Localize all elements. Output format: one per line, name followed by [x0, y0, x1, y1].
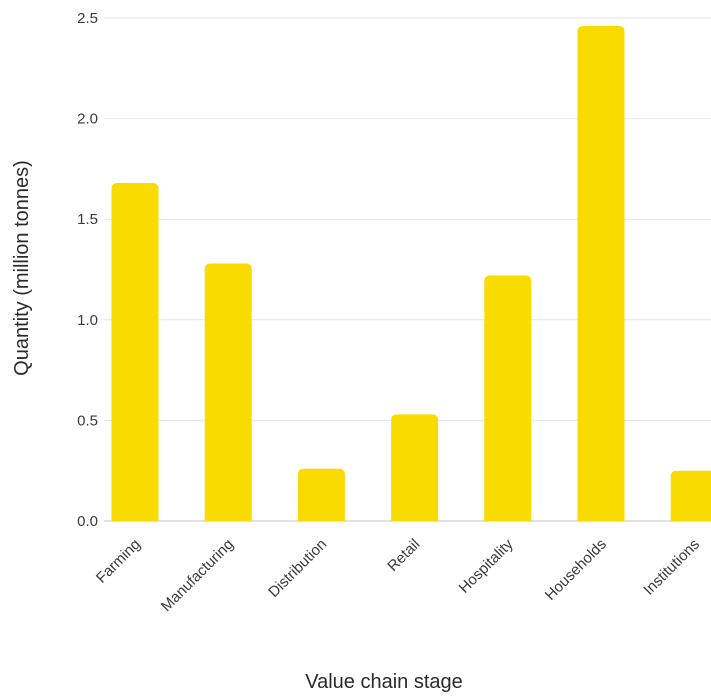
- y-tick-label: 2.0: [77, 111, 98, 128]
- x-tick-label-distribution: Distribution: [265, 536, 330, 601]
- bar-distribution: [297, 468, 345, 521]
- x-tick-label-institutions: Institutions: [640, 536, 703, 599]
- y-axis-ticks: 0.0 0.5 1.0 1.5 2.0 2.5: [77, 10, 98, 530]
- bar-retail: [391, 414, 439, 521]
- bar-hospitality: [484, 275, 532, 521]
- y-tick-label: 1.5: [77, 211, 98, 228]
- x-axis-ticks: Farming Manufacturing Distribution Retail Ho…: [93, 535, 703, 615]
- y-tick-label: 0.5: [77, 412, 98, 429]
- bar-manufacturing: [204, 263, 252, 521]
- x-tick-label-households: Households: [542, 536, 610, 604]
- bar-institutions: [670, 470, 711, 521]
- x-tick-label-retail: Retail: [384, 536, 423, 575]
- bar-farming: [111, 182, 159, 521]
- x-tick-label-farming: Farming: [93, 536, 144, 587]
- bar-households: [577, 26, 625, 521]
- y-tick-label: 0.0: [77, 513, 98, 530]
- bars: [111, 26, 711, 521]
- x-tick-label-manufacturing: Manufacturing: [158, 536, 237, 615]
- x-axis-title: Value chain stage: [305, 671, 463, 693]
- y-tick-label: 1.0: [77, 312, 98, 329]
- y-tick-label: 2.5: [77, 10, 98, 27]
- x-tick-label-hospitality: Hospitality: [456, 535, 517, 596]
- y-axis-title: Quantity (million tonnes): [11, 160, 33, 376]
